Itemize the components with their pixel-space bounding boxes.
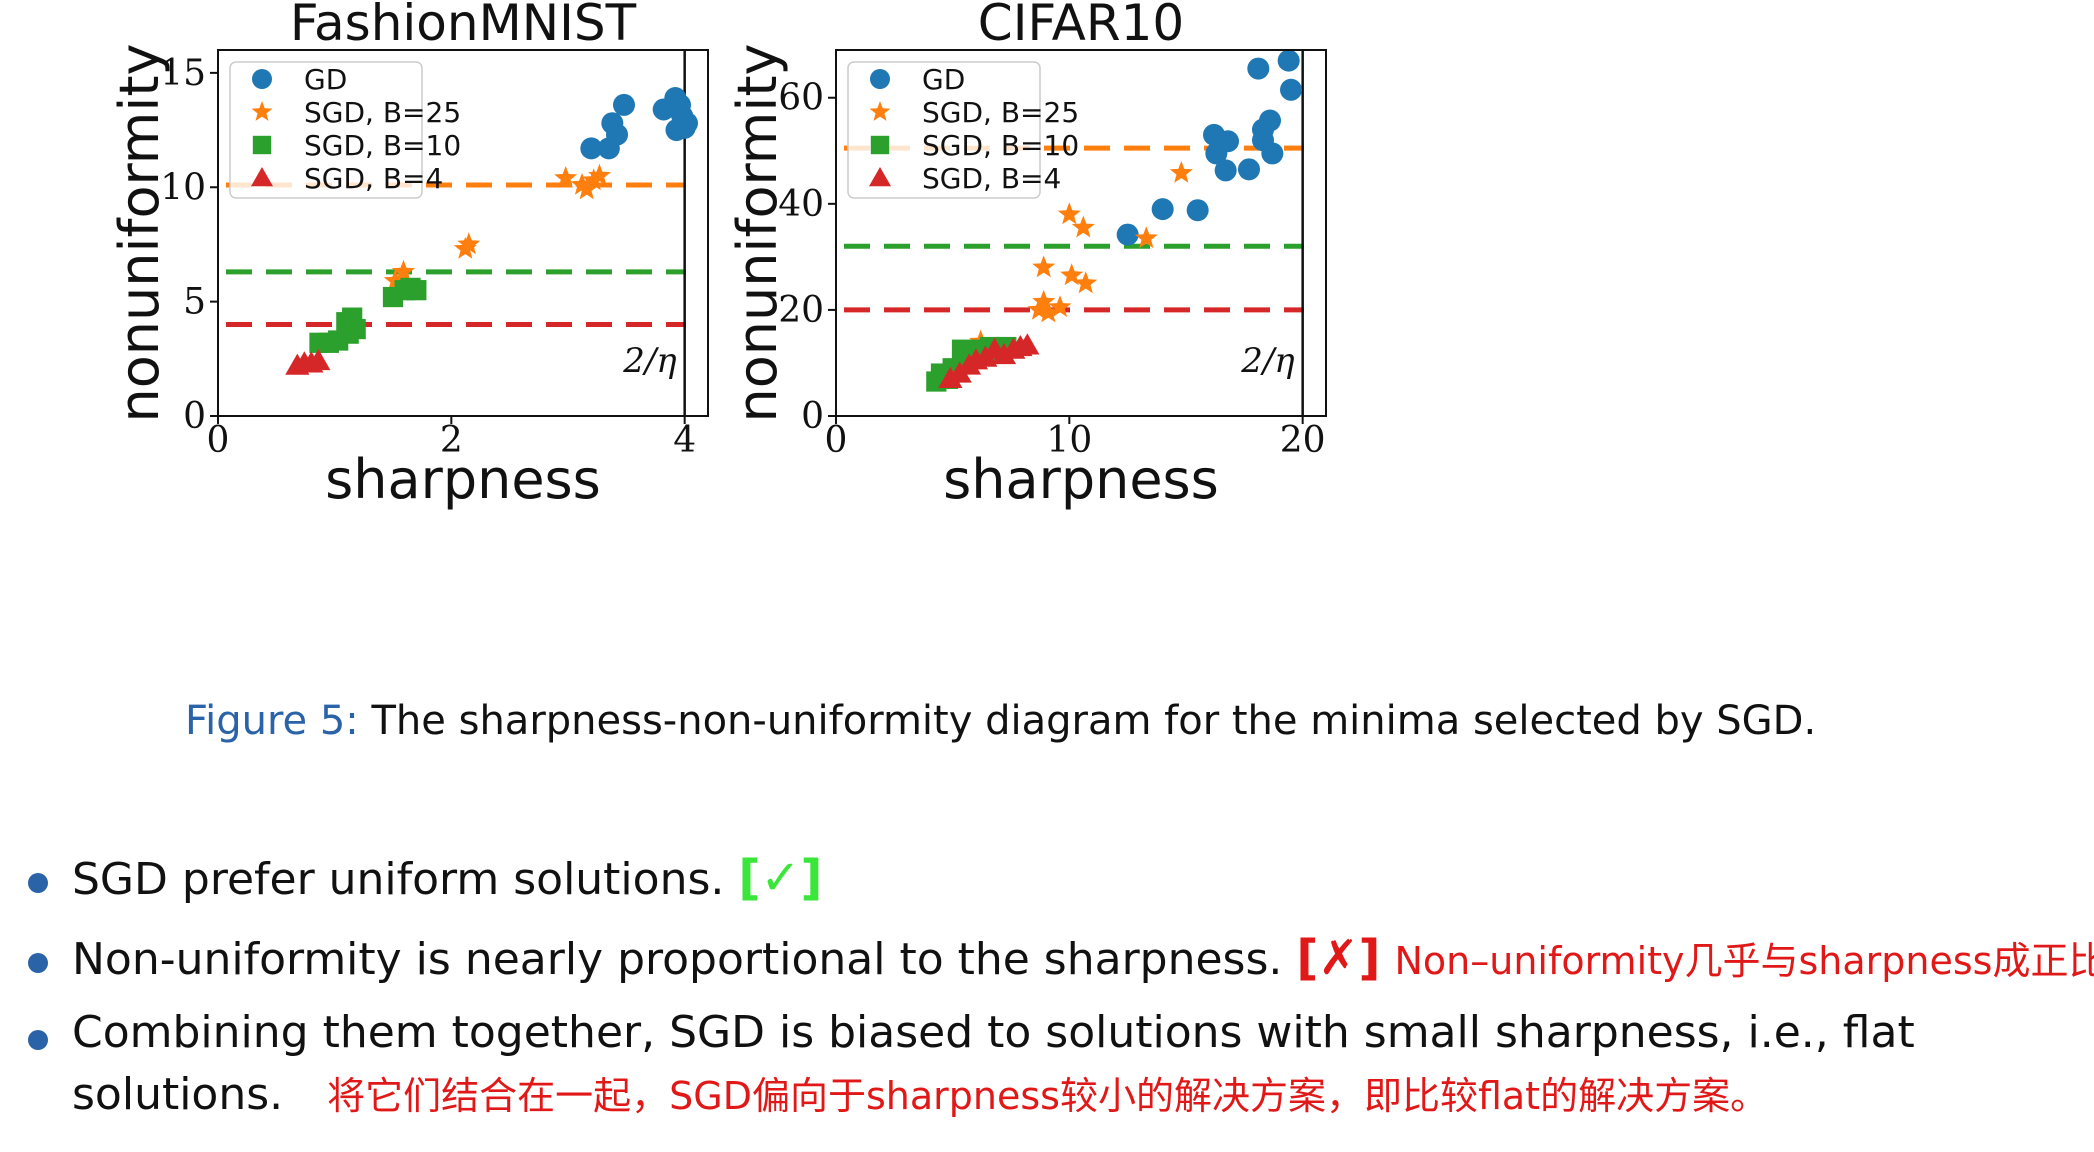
- legend-box: [847, 61, 1041, 199]
- data-point-circle: [1261, 142, 1284, 165]
- legend-marker-square: [870, 135, 890, 155]
- x-axis-label: sharpness: [943, 448, 1219, 511]
- legend-marker-circle: [870, 69, 890, 89]
- data-point-circle: [1259, 109, 1281, 132]
- check-mark-icon: [✓]: [738, 850, 823, 906]
- chart-0: FashionMNIST sharpness nonuniformity 0 2 4 0 5 1…: [108, 0, 709, 511]
- x-tick-label: 20: [1280, 420, 1326, 461]
- y-tick-label: 10: [160, 167, 206, 208]
- caption-label: Figure 5:: [185, 698, 359, 744]
- figure-caption: Figure 5: The sharpness-non-uniformity d…: [185, 698, 1816, 744]
- legend-marker-square: [252, 135, 272, 155]
- data-point-star: [1169, 161, 1193, 183]
- x-tick-label: 4: [673, 420, 696, 461]
- data-point-triangle: [306, 349, 331, 371]
- data-point-star: [392, 259, 415, 282]
- y-tick-label: 40: [778, 184, 824, 225]
- y-axis-label: nonuniformity: [108, 44, 171, 423]
- data-point-star: [1032, 289, 1056, 312]
- data-point-circle: [1151, 198, 1174, 221]
- legend-entry: SGD, B=25: [304, 96, 461, 129]
- legend-entry: GD: [922, 63, 965, 96]
- data-point-star: [554, 166, 578, 188]
- plot-frame: [835, 49, 1327, 417]
- data-point-circle: [1238, 158, 1260, 181]
- data-point-circle: [676, 112, 698, 135]
- data-point-triangle: [938, 366, 963, 388]
- vline-annotation: 2/η: [622, 341, 677, 381]
- y-tick-label: 5: [183, 282, 206, 323]
- data-point-star: [1048, 295, 1072, 317]
- vline-annotation: 2/η: [1240, 341, 1295, 381]
- x-tick-label: 2: [440, 420, 463, 461]
- legend-entry: SGD, B=25: [922, 96, 1079, 129]
- y-tick-label: 20: [778, 290, 824, 331]
- legend-box: [229, 61, 423, 199]
- legend-marker-star: [251, 101, 273, 121]
- bullet-note: 将它们结合在一起，SGD偏向于sharpness较小的解决方案，即比较flat的…: [327, 1074, 1769, 1118]
- legend-entry: SGD, B=4: [304, 162, 443, 195]
- data-point-circle: [1116, 223, 1139, 246]
- data-point-triangle: [991, 342, 1017, 365]
- x-tick-label: 0: [825, 420, 848, 461]
- data-point-circle: [1186, 199, 1209, 222]
- bullet-text: SGD prefer uniform solutions.: [72, 854, 725, 905]
- data-point-circle: [1277, 49, 1300, 72]
- y-axis-label: nonuniformity: [726, 44, 789, 423]
- data-point-square: [406, 280, 427, 301]
- bullet-text: Combining them together, SGD is biased t…: [72, 1007, 1915, 1058]
- data-point-circle: [613, 93, 635, 116]
- bullet-text-continued: solutions.: [72, 1069, 284, 1120]
- legend-marker-circle: [252, 69, 272, 89]
- data-point-star: [1071, 215, 1095, 238]
- legend-marker-triangle: [869, 167, 891, 187]
- data-point-star: [1036, 300, 1060, 323]
- data-point-circle: [1214, 159, 1237, 182]
- plot-frame: [217, 49, 709, 417]
- data-point-star: [588, 163, 611, 186]
- y-tick-label: 15: [160, 53, 206, 94]
- bullet-text: Non-uniformity is nearly proportional to…: [72, 934, 1283, 985]
- chart-1: CIFAR10 sharpness nonuniformity 0 10 20 0 20 40 6…: [726, 0, 1327, 511]
- legend-entry: SGD, B=10: [304, 129, 461, 162]
- legend-entry: GD: [304, 63, 347, 96]
- legend-entry: SGD, B=10: [922, 129, 1079, 162]
- bullet-dot-icon: [28, 953, 48, 973]
- x-tick-label: 10: [1046, 420, 1092, 461]
- chart-title: CIFAR10: [978, 0, 1184, 52]
- x-tick-label: 0: [207, 420, 230, 461]
- data-point-star: [457, 232, 481, 255]
- legend-marker-triangle: [251, 167, 273, 187]
- data-point-star: [575, 177, 599, 200]
- bullet-note: Non–uniformity几乎与sharpness成正比。: [1394, 939, 2094, 983]
- y-tick-label: 60: [778, 78, 824, 119]
- data-point-circle: [1217, 130, 1239, 153]
- data-point-triangle: [1015, 333, 1040, 355]
- data-point-star: [1057, 202, 1081, 225]
- data-point-star: [1074, 271, 1098, 294]
- data-point-star: [570, 172, 594, 195]
- data-point-circle: [580, 137, 603, 160]
- bullet-dot-icon: [28, 1030, 48, 1050]
- caption-text: The sharpness-non-uniformity diagram for…: [371, 698, 1817, 744]
- data-point-circle: [1280, 78, 1302, 101]
- chart-title: FashionMNIST: [290, 0, 637, 52]
- data-point-star: [1134, 226, 1158, 249]
- data-point-star: [383, 268, 407, 291]
- data-point-circle: [669, 93, 691, 116]
- data-point-circle: [1247, 57, 1270, 80]
- data-point-star: [1060, 263, 1084, 286]
- cross-mark-icon: [✗]: [1296, 930, 1381, 986]
- y-tick-label: 0: [801, 396, 824, 437]
- x-axis-label: sharpness: [325, 448, 601, 511]
- data-point-star: [1032, 255, 1056, 278]
- bullet-dot-icon: [28, 873, 48, 893]
- data-point-square: [345, 318, 366, 340]
- data-point-circle: [606, 123, 628, 146]
- data-point-star: [582, 168, 606, 191]
- legend-entry: SGD, B=4: [922, 162, 1061, 195]
- legend-marker-star: [869, 101, 891, 121]
- y-tick-label: 0: [183, 396, 206, 437]
